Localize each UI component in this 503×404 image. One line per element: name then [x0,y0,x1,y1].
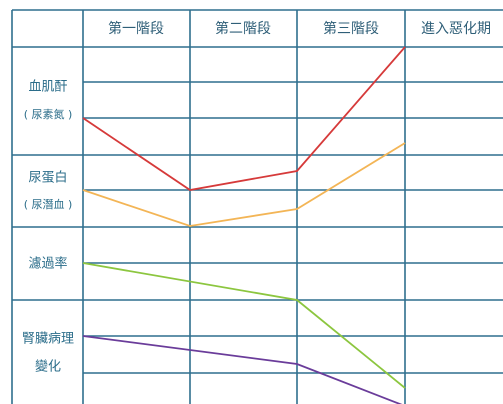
column-header: 第三階段 [323,20,379,37]
row-label: 濾過率 [28,256,67,272]
row-label: 尿蛋白 [28,170,67,186]
trend-line [82,142,406,227]
table-grid [11,9,503,404]
row-label: 血肌酐 [28,80,67,95]
row-sublabel: 變化 [35,359,61,375]
row-sublabel: ( 尿素氮 ) [24,107,73,121]
trend-line [82,46,406,191]
row-sublabel: ( 尿潛血 ) [24,197,73,211]
trend-line [82,335,403,404]
trend-line [82,262,406,389]
row-label: 腎臟病理 [22,332,74,347]
column-header: 第一階段 [108,20,164,37]
column-header: 第二階段 [215,20,271,37]
column-header: 進入惡化期 [421,21,491,37]
